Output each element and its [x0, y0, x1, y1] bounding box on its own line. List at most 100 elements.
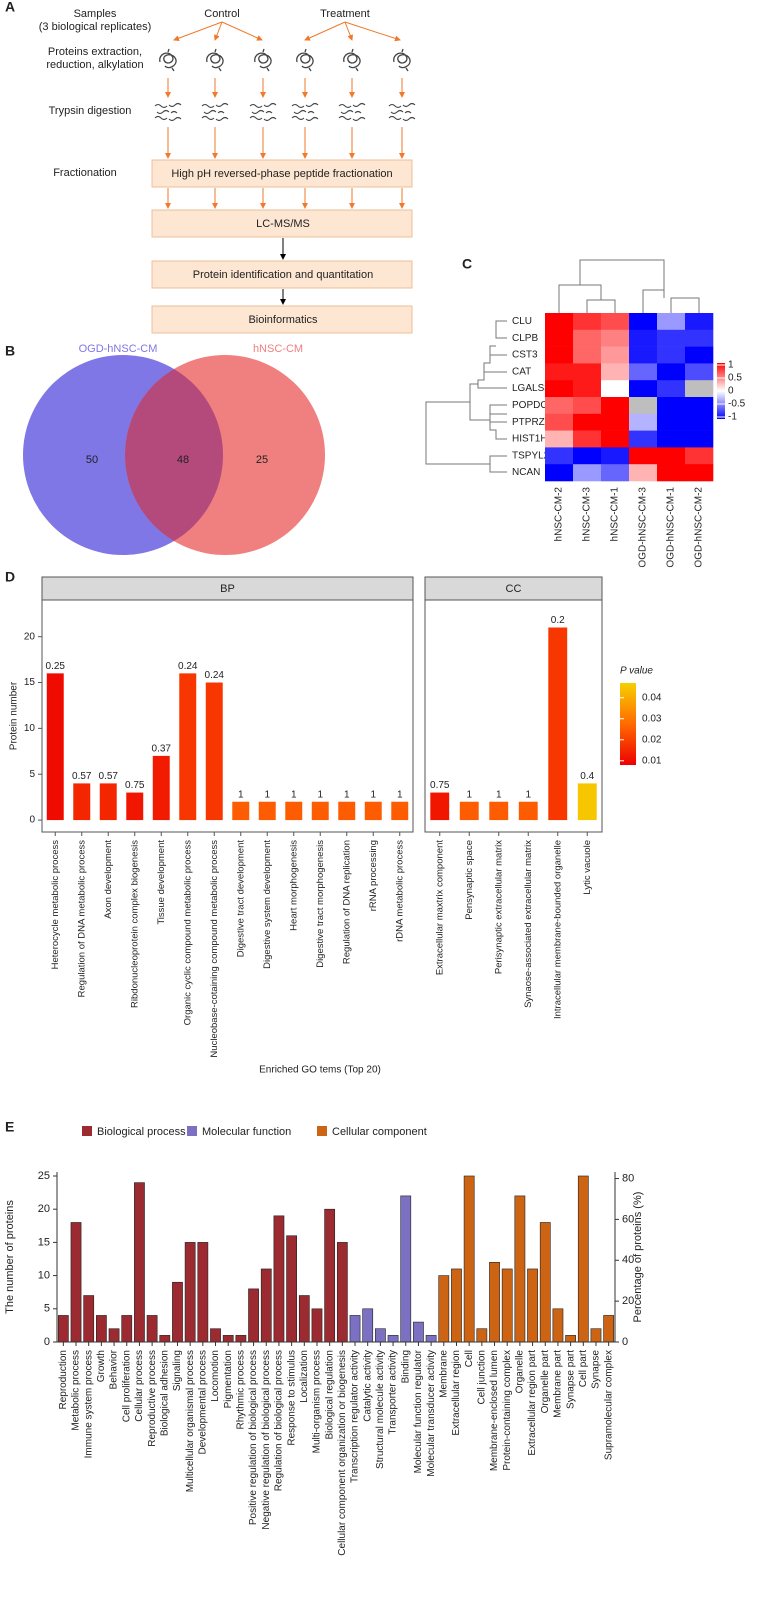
step-label: Proteins extraction, — [48, 46, 142, 58]
bar — [489, 1262, 500, 1343]
x-tick-label: Reproduction — [58, 1350, 69, 1409]
facet-panel — [41, 599, 414, 833]
bar — [126, 792, 144, 821]
x-tick-label: Tissue development — [156, 840, 167, 925]
x-tick-label: Perisynaptic extracellular matrix — [493, 840, 504, 974]
bar-annotation: 1 — [264, 789, 270, 800]
x-tick-label: Digestive tract morphogenesis — [315, 840, 326, 968]
y-tick-label: 5 — [44, 1303, 50, 1315]
x-tick-label: Cell proliferation — [121, 1350, 132, 1422]
y2-tick-label: 40 — [622, 1254, 634, 1266]
venn-overlap — [125, 355, 223, 555]
x-axis-label: Enriched GO tems (Top 20) — [259, 1065, 381, 1076]
heat-cell — [573, 397, 602, 415]
box-label: High pH reversed-phase peptide fractiona… — [171, 168, 392, 180]
bar — [210, 1328, 221, 1343]
bar — [338, 801, 356, 821]
heat-cell — [657, 346, 686, 364]
heat-cell — [601, 430, 630, 448]
x-tick-label: Biological adhesion — [159, 1350, 170, 1436]
x-tick-label: Positive regulation of biological proces… — [248, 1350, 259, 1525]
bar — [527, 1268, 538, 1343]
bar-annotation: 0.24 — [205, 670, 225, 681]
y-tick-label: 25 — [38, 1170, 50, 1182]
peptide-icons — [154, 102, 416, 122]
x-tick-label: Organelle part — [540, 1350, 551, 1414]
legend-label: Biological process — [97, 1126, 186, 1138]
colorbar-label: -0.5 — [728, 399, 746, 410]
x-tick-label: Synaose-associated extracellular matrix — [523, 840, 534, 1008]
bar — [430, 792, 450, 821]
heat-cell — [685, 363, 714, 381]
column-label: OGD-hNSC-CM-3 — [638, 487, 649, 568]
arrows — [165, 127, 405, 159]
heat-cell — [573, 329, 602, 347]
x-tick-label: Membrane — [438, 1350, 449, 1398]
heat-cell — [601, 329, 630, 347]
arrows — [165, 188, 405, 209]
bar — [336, 1242, 348, 1343]
x-tick-label: Multi-organism process — [312, 1350, 323, 1453]
bar-annotation: 1 — [317, 789, 323, 800]
x-tick-label: Lytic vacuole — [582, 840, 593, 895]
bar — [501, 1268, 513, 1343]
x-tick-label: Behavior — [109, 1349, 120, 1389]
bar — [57, 1315, 69, 1343]
x-tick-label: Structural molecule activity — [375, 1350, 386, 1469]
x-tick-label: Immune system process — [83, 1350, 94, 1458]
heat-cell — [573, 447, 602, 465]
x-tick-label: Digestive tract development — [235, 840, 246, 958]
x-tick-label: Developmental process — [197, 1350, 208, 1455]
heat-cell — [601, 346, 630, 364]
bar — [96, 1315, 107, 1343]
step-box — [151, 159, 413, 188]
row-label: POPDC3 — [512, 400, 554, 411]
heat-cell — [685, 397, 714, 415]
bar — [134, 1182, 145, 1343]
bar-annotation: 0.37 — [152, 744, 172, 755]
x-tick-label: Transporter activity — [388, 1350, 399, 1435]
heat-cell — [629, 329, 658, 347]
bar — [260, 1268, 272, 1343]
heat-cell — [601, 380, 630, 398]
heat-cell — [545, 397, 574, 415]
bar — [172, 1281, 183, 1343]
bar-annotation: 0.4 — [580, 771, 594, 782]
bar-annotation: 1 — [496, 789, 502, 800]
heat-cell — [657, 447, 686, 465]
y-axis-label: The number of proteins — [4, 1200, 16, 1314]
x-tick-label: Cellular process — [134, 1350, 145, 1422]
y2-axis-label: Percentage of proteins (%) — [632, 1192, 644, 1323]
row-label: NCAN — [512, 467, 540, 478]
bar — [539, 1222, 551, 1343]
heat-cell — [685, 447, 714, 465]
x-tick-label: Supramolecular complex — [603, 1350, 614, 1460]
group-label: Treatment — [320, 8, 370, 20]
bar — [552, 1308, 564, 1343]
panel-letter: D — [5, 569, 15, 585]
bar — [121, 1315, 133, 1343]
bar-annotation: 0.57 — [99, 771, 119, 782]
heat-cell — [545, 346, 574, 364]
y-tick-label: 10 — [38, 1270, 50, 1282]
bar-annotation: 1 — [291, 789, 297, 800]
bar — [286, 1235, 297, 1343]
box-label: LC-MS/MS — [256, 218, 310, 230]
heat-cell — [545, 447, 574, 465]
bar — [391, 801, 409, 821]
step-label: (3 biological replicates) — [39, 21, 152, 33]
bar — [577, 1175, 589, 1343]
y2-tick-label: 0 — [622, 1336, 628, 1348]
heat-cell — [601, 397, 630, 415]
bar — [476, 1328, 488, 1343]
x-tick-label: Cell — [464, 1350, 475, 1367]
bar — [311, 1308, 323, 1343]
bar-annotation: 1 — [525, 789, 531, 800]
x-tick-label: Growth — [96, 1350, 107, 1382]
heat-cell — [629, 447, 658, 465]
bar-annotation: 0.24 — [178, 661, 198, 672]
na-cell — [629, 397, 658, 415]
heat-cell — [657, 464, 686, 482]
heat-cell — [629, 363, 658, 381]
heat-cell — [573, 430, 602, 448]
